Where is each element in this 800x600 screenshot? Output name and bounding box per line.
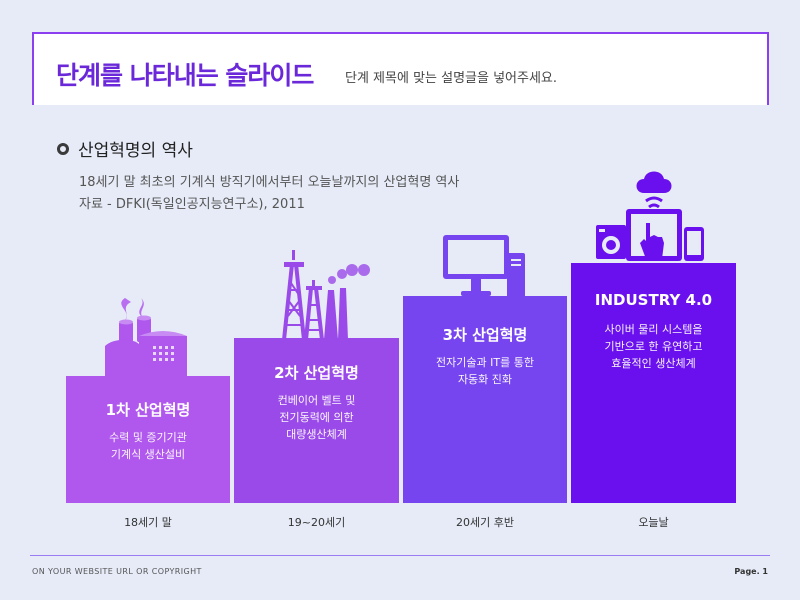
- section-source: 자료 - DFKI(독일인공지능연구소), 2011: [79, 197, 305, 212]
- stage-title: 1차 산업혁명: [105, 401, 191, 419]
- page-number: Page. 1: [734, 567, 768, 576]
- stage-title: 2차 산업혁명: [274, 364, 359, 382]
- stage-description: 사이버 물리 시스템을 기반으로 한 유연하고 효율적인 생산체계: [604, 323, 703, 370]
- factory-icon: [105, 298, 187, 376]
- stage-title: INDUSTRY 4.0: [594, 291, 713, 309]
- cloud-devices-icon: [596, 171, 704, 261]
- stage-2-era-label: 19~20세기: [287, 516, 346, 529]
- stage-1-era-label: 18세기 말: [124, 516, 172, 529]
- stage-description: 수력 및 증기기관 기계식 생산설비: [109, 431, 187, 461]
- slide-title: 단계를 나타내는 슬라이드: [56, 61, 314, 90]
- stage-1-block: 1차 산업혁명 수력 및 증기기관 기계식 생산설비: [66, 376, 230, 503]
- slide-subtitle: 단계 제목에 맞는 설명글을 넣어주세요.: [345, 71, 558, 86]
- stage-3-block: 3차 산업혁명 전자기술과 IT를 통한 자동화 진화: [403, 296, 567, 503]
- section-title: 산업혁명의 역사: [78, 141, 193, 161]
- stage-4-block: INDUSTRY 4.0 사이버 물리 시스템을 기반으로 한 유연하고 효율적…: [571, 263, 736, 503]
- stage-2-block: 2차 산업혁명 컨베이어 벨트 및 전기동력에 의한 대량생산체계: [234, 338, 399, 503]
- oil-refinery-icon: [282, 250, 370, 340]
- stage-3-era-label: 20세기 후반: [456, 516, 514, 529]
- footer-divider: [30, 555, 770, 556]
- footer-copyright: ON YOUR WEBSITE URL OR COPYRIGHT: [32, 567, 202, 576]
- stage-description: 전자기술과 IT를 통한 자동화 진화: [436, 356, 534, 386]
- stage-title: 3차 산업혁명: [442, 326, 528, 344]
- stage-4-era-label: 오늘날: [638, 516, 669, 529]
- slide-header: 단계를 나타내는 슬라이드 단계 제목에 맞는 설명글을 넣어주세요.: [32, 32, 769, 105]
- section-description: 18세기 말 최초의 기계식 방직기에서부터 오늘날까지의 산업혁명 역사: [79, 175, 460, 190]
- circle-bullet-icon: [57, 142, 69, 155]
- stage-description: 컨베이어 벨트 및 전기동력에 의한 대량생산체계: [277, 394, 356, 441]
- computer-icon: [443, 235, 525, 299]
- section-heading: 산업혁명의 역사: [57, 136, 193, 161]
